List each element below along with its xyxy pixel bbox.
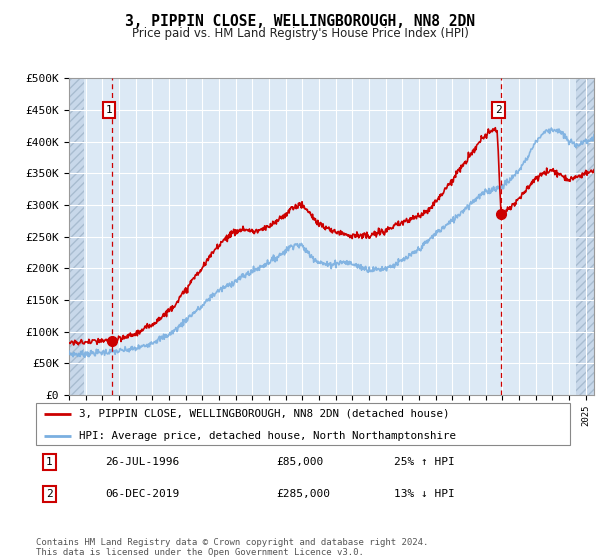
Text: Contains HM Land Registry data © Crown copyright and database right 2024.
This d: Contains HM Land Registry data © Crown c…: [36, 538, 428, 557]
Text: Price paid vs. HM Land Registry's House Price Index (HPI): Price paid vs. HM Land Registry's House …: [131, 27, 469, 40]
Text: 26-JUL-1996: 26-JUL-1996: [106, 457, 179, 467]
Text: 2: 2: [495, 105, 502, 115]
Text: 2: 2: [46, 489, 53, 500]
Text: 1: 1: [46, 457, 53, 467]
Bar: [575, 78, 594, 395]
Bar: [575, 78, 594, 395]
Text: 3, PIPPIN CLOSE, WELLINGBOROUGH, NN8 2DN (detached house): 3, PIPPIN CLOSE, WELLINGBOROUGH, NN8 2DN…: [79, 409, 449, 419]
Text: 25% ↑ HPI: 25% ↑ HPI: [394, 457, 455, 467]
Text: HPI: Average price, detached house, North Northamptonshire: HPI: Average price, detached house, Nort…: [79, 431, 456, 441]
Text: £85,000: £85,000: [277, 457, 323, 467]
Bar: [69, 78, 84, 395]
Bar: [69, 78, 84, 395]
FancyBboxPatch shape: [36, 403, 570, 445]
Text: 3, PIPPIN CLOSE, WELLINGBOROUGH, NN8 2DN: 3, PIPPIN CLOSE, WELLINGBOROUGH, NN8 2DN: [125, 14, 475, 29]
Text: 13% ↓ HPI: 13% ↓ HPI: [394, 489, 455, 500]
Text: 1: 1: [106, 105, 113, 115]
Text: 06-DEC-2019: 06-DEC-2019: [106, 489, 179, 500]
Text: £285,000: £285,000: [277, 489, 331, 500]
